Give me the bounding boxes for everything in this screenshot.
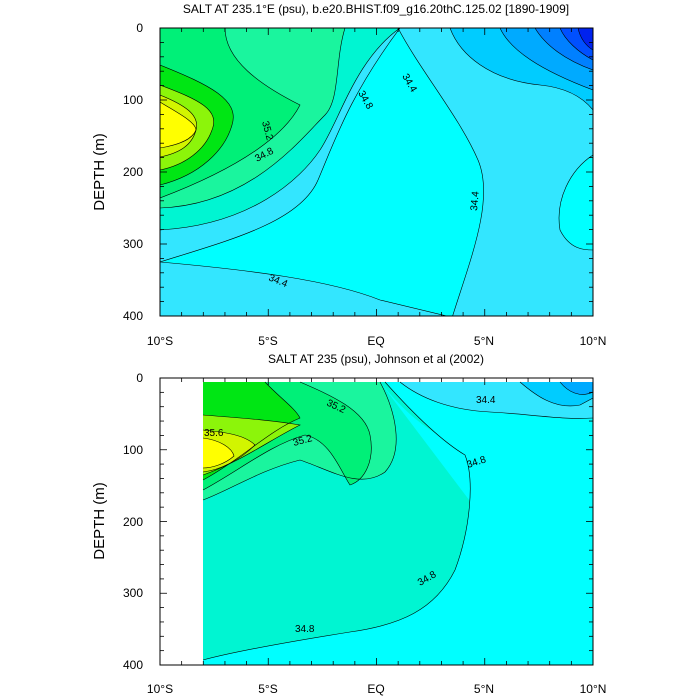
top-x-tick-5N: 5°N: [474, 334, 494, 348]
top-y-tick-200: 200: [123, 165, 143, 179]
top-y-tick-300: 300: [123, 237, 143, 251]
bottom-y-tick-300: 300: [123, 586, 143, 600]
top-x-tick-5S: 5°S: [258, 334, 277, 348]
bottom-contour-field: [203, 382, 593, 665]
bottom-contour-label-34.8-c: 34.8: [295, 624, 315, 635]
top-chart-title: SALT AT 235.1°E (psu), b.e20.BHIST.f09_g…: [183, 2, 569, 16]
bottom-contour-lines: [202, 381, 593, 661]
bottom-y-tick-200: 200: [123, 515, 143, 529]
bottom-contour-label-35.6: 35.6: [204, 428, 224, 439]
bottom-contour-label-34.4: 34.4: [476, 395, 496, 406]
top-x-tick-10N: 10°N: [580, 334, 607, 348]
bottom-y-tick-100: 100: [123, 443, 143, 457]
bottom-x-tick-10S: 10°S: [147, 682, 173, 696]
top-contour-label-35.2: 35.2: [259, 120, 275, 142]
bottom-y-axis-label: DEPTH (m): [91, 482, 108, 560]
bottom-chart-title: SALT AT 235 (psu), Johnson et al (2002): [268, 352, 484, 366]
bottom-contour-label-35.2-b: 35.2: [292, 433, 314, 449]
top-x-tick-10S: 10°S: [147, 334, 173, 348]
top-y-tick-400: 400: [123, 309, 143, 323]
top-tick-marks: [159, 27, 594, 317]
bottom-x-tick-EQ: EQ: [367, 682, 384, 696]
bottom-x-tick-5S: 5°S: [258, 682, 277, 696]
top-y-tick-0: 0: [136, 21, 143, 35]
top-panel: SALT AT 235.1°E (psu), b.e20.BHIST.f09_g…: [91, 2, 606, 348]
top-y-axis-label: DEPTH (m): [91, 133, 108, 211]
top-x-tick-EQ: EQ: [367, 334, 384, 348]
bottom-y-tick-0: 0: [136, 371, 143, 385]
top-contour-field: [160, 28, 593, 316]
bottom-x-tick-10N: 10°N: [580, 682, 607, 696]
bottom-tick-marks: [159, 377, 594, 666]
bottom-x-tick-5N: 5°N: [474, 682, 494, 696]
top-contour-lines: [160, 28, 593, 316]
top-contour-label-34.4-b: 34.4: [469, 190, 482, 211]
top-y-tick-100: 100: [123, 93, 143, 107]
bottom-y-tick-400: 400: [123, 658, 143, 672]
bottom-panel: SALT AT 235 (psu), Johnson et al (2002): [91, 352, 606, 696]
